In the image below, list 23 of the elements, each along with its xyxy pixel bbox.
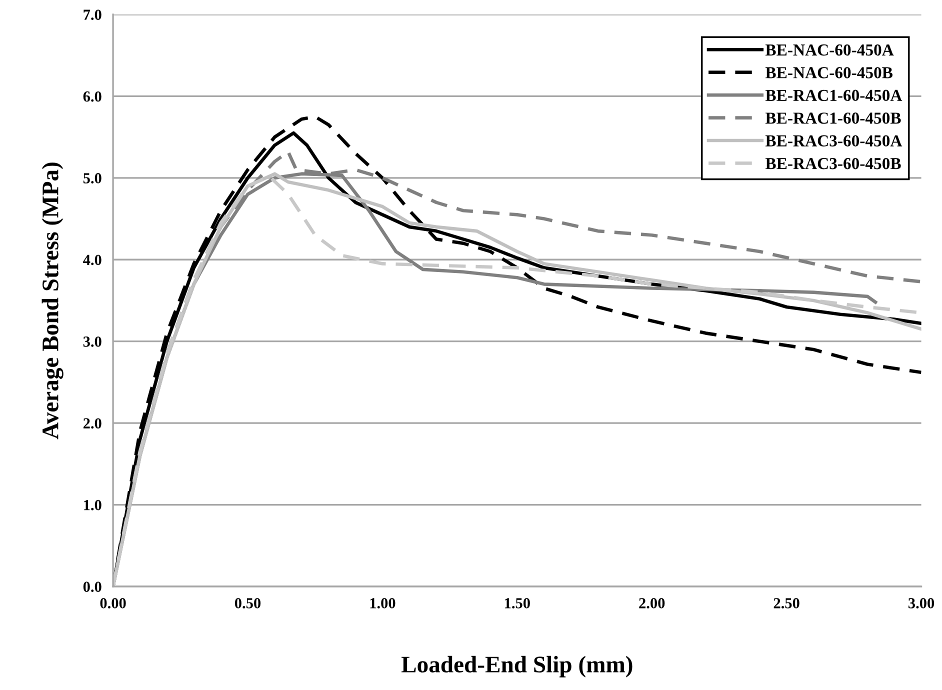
y-axis-title: Average Bond Stress (MPa) bbox=[42, 162, 64, 440]
x-tick-label: 2.50 bbox=[774, 598, 800, 608]
x-tick-label: 0.50 bbox=[234, 598, 261, 608]
legend-label: BE-NAC-60-450B bbox=[765, 67, 893, 78]
x-tick-label: 2.00 bbox=[639, 598, 665, 608]
legend-label: BE-RAC1-60-450A bbox=[765, 90, 902, 102]
y-tick-label: 2.0 bbox=[83, 418, 102, 429]
y-tick-label: 7.0 bbox=[84, 10, 102, 20]
legend-label: BE-RAC1-60-450B bbox=[765, 112, 901, 124]
y-tick-label: 1.0 bbox=[84, 500, 102, 510]
x-tick-label: 0.00 bbox=[100, 598, 126, 608]
y-tick-label: 4.0 bbox=[83, 254, 102, 266]
y-tick-label: 0.0 bbox=[83, 582, 102, 592]
legend-label: BE-RAC3-60-450B bbox=[765, 158, 901, 170]
y-tick-label: 3.0 bbox=[83, 336, 102, 347]
y-tick-label: 6.0 bbox=[83, 91, 102, 102]
x-tick-label: 1.00 bbox=[370, 598, 396, 608]
y-tick-label: 5.0 bbox=[83, 173, 102, 184]
x-axis-title: Loaded-End Slip (mm) bbox=[401, 656, 632, 678]
x-tick-label: 3.00 bbox=[908, 598, 934, 608]
legend-label: BE-NAC-60-450A bbox=[765, 44, 894, 56]
legend-label: BE-RAC3-60-450A bbox=[765, 135, 902, 146]
x-tick-label: 1.50 bbox=[505, 598, 530, 608]
